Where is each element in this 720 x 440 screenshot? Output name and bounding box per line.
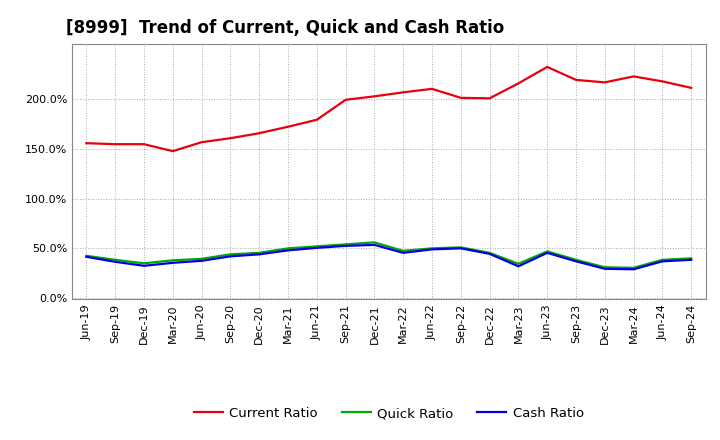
Quick Ratio <box>226 252 235 257</box>
Current Ratio <box>658 79 667 84</box>
Cash Ratio <box>687 257 696 263</box>
Current Ratio <box>140 142 148 147</box>
Cash Ratio <box>197 258 206 264</box>
Current Ratio <box>428 86 436 92</box>
Quick Ratio <box>111 257 120 263</box>
Quick Ratio <box>658 257 667 263</box>
Quick Ratio <box>140 260 148 266</box>
Current Ratio <box>370 94 379 99</box>
Cash Ratio <box>341 243 350 249</box>
Cash Ratio <box>658 259 667 264</box>
Current Ratio <box>572 77 580 83</box>
Cash Ratio <box>82 254 91 260</box>
Quick Ratio <box>399 248 408 253</box>
Current Ratio <box>341 97 350 103</box>
Cash Ratio <box>284 248 292 253</box>
Quick Ratio <box>284 246 292 251</box>
Cash Ratio <box>456 246 465 251</box>
Quick Ratio <box>687 256 696 261</box>
Legend: Current Ratio, Quick Ratio, Cash Ratio: Current Ratio, Quick Ratio, Cash Ratio <box>189 402 589 425</box>
Current Ratio <box>168 149 177 154</box>
Text: [8999]  Trend of Current, Quick and Cash Ratio: [8999] Trend of Current, Quick and Cash … <box>66 19 504 37</box>
Current Ratio <box>629 74 638 79</box>
Quick Ratio <box>197 256 206 261</box>
Cash Ratio <box>111 259 120 264</box>
Quick Ratio <box>456 245 465 250</box>
Cash Ratio <box>572 259 580 264</box>
Cash Ratio <box>168 260 177 265</box>
Cash Ratio <box>600 266 609 271</box>
Quick Ratio <box>572 257 580 263</box>
Cash Ratio <box>312 245 321 250</box>
Quick Ratio <box>341 242 350 247</box>
Quick Ratio <box>485 250 494 256</box>
Quick Ratio <box>514 261 523 267</box>
Cash Ratio <box>485 251 494 257</box>
Current Ratio <box>485 95 494 101</box>
Quick Ratio <box>82 253 91 258</box>
Current Ratio <box>456 95 465 100</box>
Current Ratio <box>111 142 120 147</box>
Current Ratio <box>312 117 321 122</box>
Current Ratio <box>687 85 696 91</box>
Quick Ratio <box>255 250 264 256</box>
Current Ratio <box>197 139 206 145</box>
Current Ratio <box>284 124 292 129</box>
Line: Quick Ratio: Quick Ratio <box>86 242 691 268</box>
Quick Ratio <box>428 246 436 251</box>
Current Ratio <box>399 90 408 95</box>
Current Ratio <box>255 131 264 136</box>
Cash Ratio <box>428 247 436 252</box>
Cash Ratio <box>140 263 148 268</box>
Cash Ratio <box>255 252 264 257</box>
Current Ratio <box>82 140 91 146</box>
Cash Ratio <box>399 250 408 256</box>
Current Ratio <box>226 136 235 141</box>
Quick Ratio <box>370 240 379 245</box>
Quick Ratio <box>312 244 321 249</box>
Quick Ratio <box>168 258 177 263</box>
Cash Ratio <box>226 254 235 259</box>
Cash Ratio <box>629 267 638 272</box>
Line: Cash Ratio: Cash Ratio <box>86 245 691 269</box>
Current Ratio <box>514 81 523 86</box>
Quick Ratio <box>600 265 609 270</box>
Current Ratio <box>543 64 552 70</box>
Quick Ratio <box>543 249 552 254</box>
Quick Ratio <box>629 265 638 271</box>
Current Ratio <box>600 80 609 85</box>
Line: Current Ratio: Current Ratio <box>86 67 691 151</box>
Cash Ratio <box>514 264 523 269</box>
Cash Ratio <box>543 250 552 256</box>
Cash Ratio <box>370 242 379 248</box>
